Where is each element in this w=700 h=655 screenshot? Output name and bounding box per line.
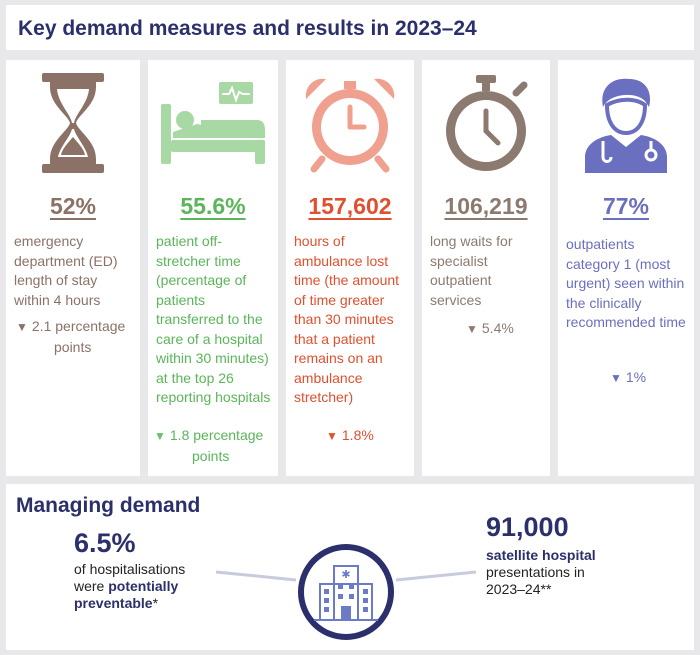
card-patient-off-stretcher: 55.6% patient off-stretcher time (percen… [148,60,278,476]
down-triangle-icon: ▼ [326,429,338,443]
card-outpatients-category-1: 77% outpatients category 1 (most urgent)… [558,60,694,476]
card-description: patient off-stretcher time (percentage o… [156,233,271,405]
hourglass-icon [6,68,140,178]
down-triangle-icon: ▼ [466,322,478,336]
stat-value: 6.5% [74,528,136,558]
stopwatch-icon [422,68,550,178]
card-value: 157,602 [308,193,392,219]
card-change: ▼ 1.8% [326,426,374,447]
card-value: 106,219 [444,193,528,219]
card-description: hours of ambulance lost time (the amount… [294,233,400,405]
card-value: 52% [49,193,97,219]
card-ambulance-lost-time: 157,602 hours of ambulance lost time (th… [286,60,414,476]
section-title: Managing demand [16,494,201,517]
down-triangle-icon: ▼ [16,320,28,334]
stat-description: satellite hospital presentations in 2023… [486,547,596,597]
page-title: Key demand measures and results in 2023–… [18,17,477,40]
stat-value: 91,000 [486,512,569,542]
card-description: long waits for specialist outpatient ser… [430,233,513,308]
stat-description: of hospitalisations were potentially pre… [74,561,186,611]
down-triangle-icon: ▼ [154,429,166,443]
hospital-bed-icon [148,68,278,178]
left-stat: 6.5% of hospitalisations were potentiall… [74,528,185,612]
svg-text:✱: ✱ [341,568,350,581]
right-stat: 91,000 satellite hospital presentations … [486,512,596,598]
title-bar: Key demand measures and results in 2023–… [6,5,694,50]
card-value: 55.6% [180,193,246,219]
card-change: ▼ 1% [610,368,646,389]
hospital-building-icon: ✱ [296,542,396,642]
card-change: ▼ 5.4% [466,319,514,340]
card-ed-length-of-stay: 52% emergency department (ED) length of … [6,60,140,476]
card-description: outpatients category 1 (most urgent) see… [566,236,686,330]
card-change: ▼ 1.8 percentage points [154,427,264,464]
managing-demand-panel: Managing demand 6.5% of hospitalisations… [6,484,694,650]
doctor-icon [558,68,694,178]
down-triangle-icon: ▼ [610,371,622,385]
card-value: 77% [602,193,650,219]
card-change: ▼ 2.1 percentage points [16,318,126,355]
alarm-clock-icon [286,68,414,178]
connector-lines [215,570,477,582]
card-specialist-long-waits: 106,219 long waits for specialist outpat… [422,60,550,476]
card-description: emergency department (ED) length of stay… [14,233,118,308]
